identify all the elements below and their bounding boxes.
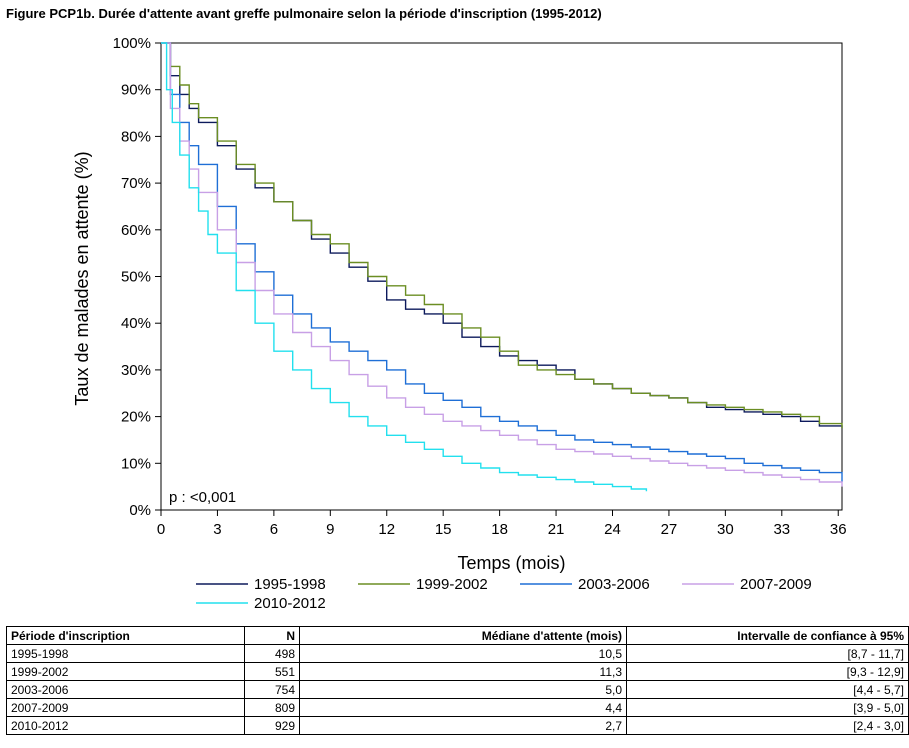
cell-period: 1995-1998 — [6, 644, 245, 663]
y-tick-label: 80% — [121, 128, 151, 145]
y-tick-label: 50% — [121, 269, 151, 286]
y-axis-label: Taux de malades en attente (%) — [72, 151, 92, 405]
cell-median: 5,0 — [299, 680, 627, 699]
table-row: 1995-1998 498 10,5 [8,7 - 11,7] — [6, 644, 909, 663]
cell-n: 754 — [244, 680, 300, 699]
figure-title: Figure PCP1b. Durée d'attente avant gref… — [6, 6, 602, 21]
cell-period: 2010-2012 — [6, 716, 245, 735]
legend-label: 2003-2006 — [578, 576, 650, 593]
cell-n: 809 — [244, 698, 300, 717]
summary-table: Période d'inscription N Médiane d'attent… — [6, 626, 909, 735]
x-tick-label: 9 — [326, 521, 334, 538]
y-tick-label: 10% — [121, 455, 151, 472]
cell-ci: [9,3 - 12,9] — [626, 662, 909, 681]
y-tick-label: 30% — [121, 362, 151, 379]
series-line-2003-2006 — [161, 42, 843, 482]
cell-period: 1999-2002 — [6, 662, 245, 681]
cell-ci: [4,4 - 5,7] — [626, 680, 909, 699]
x-tick-label: 12 — [378, 521, 395, 538]
y-tick-label: 40% — [121, 315, 151, 332]
series-line-2007-2009 — [161, 42, 843, 487]
series-line-1999-2002 — [161, 42, 843, 429]
y-tick-label: 0% — [129, 502, 151, 519]
legend-label: 2010-2012 — [254, 595, 326, 612]
cell-ci: [8,7 - 11,7] — [626, 644, 909, 663]
cell-period: 2007-2009 — [6, 698, 245, 717]
x-tick-label: 0 — [157, 521, 165, 538]
x-tick-label: 18 — [491, 521, 508, 538]
y-tick-label: 20% — [121, 409, 151, 426]
cell-ci: [2,4 - 3,0] — [626, 716, 909, 735]
cell-period: 2003-2006 — [6, 680, 245, 699]
cell-median: 11,3 — [299, 662, 627, 681]
x-tick-label: 27 — [661, 521, 678, 538]
p-value-annotation: p : <0,001 — [169, 489, 236, 506]
survival-chart: 0%10%20%30%40%50%60%70%80%90%100%0 3 6 9 12 1… — [72, 35, 847, 612]
column-header-period: Période d'inscription — [6, 626, 245, 645]
y-tick-label: 70% — [121, 175, 151, 192]
table-row: 1999-2002 551 11,3 [9,3 - 12,9] — [6, 662, 909, 681]
cell-n: 498 — [244, 644, 300, 663]
legend-label: 2007-2009 — [740, 576, 812, 593]
cell-median: 2,7 — [299, 716, 627, 735]
series-line-1995-1998 — [161, 42, 843, 429]
column-header-ci: Intervalle de confiance à 95% — [626, 626, 909, 645]
cell-n: 551 — [244, 662, 300, 681]
x-axis-label: Temps (mois) — [457, 553, 565, 573]
y-tick-label: 90% — [121, 82, 151, 99]
x-tick-label: 6 — [270, 521, 278, 538]
x-tick-label: 36 — [830, 521, 847, 538]
x-tick-label: 3 — [213, 521, 221, 538]
cell-median: 4,4 — [299, 698, 627, 717]
x-tick-label: 15 — [435, 521, 452, 538]
cell-ci: [3,9 - 5,0] — [626, 698, 909, 717]
legend-label: 1999-2002 — [416, 576, 488, 593]
table-row: 2003-2006 754 5,0 [4,4 - 5,7] — [6, 680, 909, 699]
table-row: 2007-2009 809 4,4 [3,9 - 5,0] — [6, 698, 909, 717]
legend-label: 1995-1998 — [254, 576, 326, 593]
plot-frame — [160, 42, 843, 511]
x-tick-label: 21 — [548, 521, 565, 538]
column-header-n: N — [244, 626, 300, 645]
x-tick-label: 24 — [604, 521, 621, 538]
cell-n: 929 — [244, 716, 300, 735]
x-tick-label: 30 — [717, 521, 734, 538]
x-tick-label: 33 — [773, 521, 790, 538]
y-tick-label: 100% — [113, 35, 151, 52]
series-line-2010-2012 — [161, 42, 648, 492]
y-tick-label: 60% — [121, 222, 151, 239]
cell-median: 10,5 — [299, 644, 627, 663]
table-header-row: Période d'inscription N Médiane d'attent… — [6, 626, 909, 645]
table-row: 2010-2012 929 2,7 [2,4 - 3,0] — [6, 716, 909, 735]
column-header-median: Médiane d'attente (mois) — [299, 626, 627, 645]
